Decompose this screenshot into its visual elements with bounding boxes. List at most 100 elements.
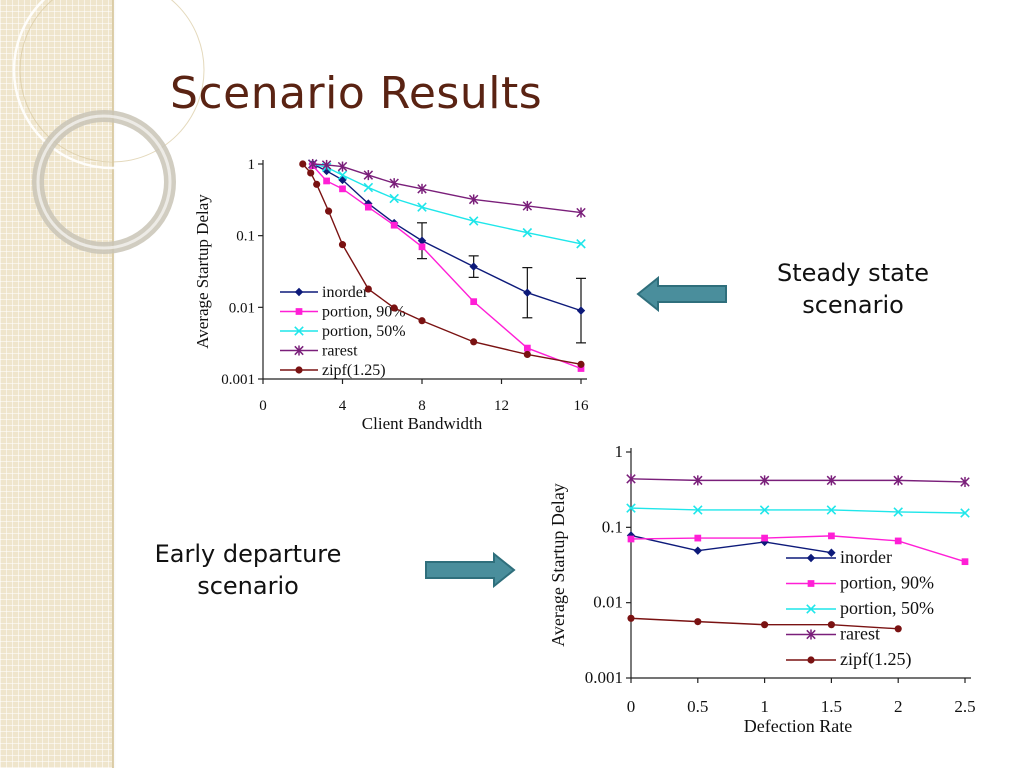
sidebar-shadow xyxy=(112,0,116,768)
data-point xyxy=(626,503,636,513)
data-point xyxy=(960,508,970,518)
data-point xyxy=(364,203,372,211)
legend-label: inorder xyxy=(322,284,369,301)
x-tick-label: 2.5 xyxy=(954,697,975,716)
y-axis-label: Average Startup Delay xyxy=(193,194,212,349)
data-point xyxy=(389,178,399,189)
data-point xyxy=(828,532,835,540)
legend: inorder portion, 90% portion, 50% rarest zip… xyxy=(786,547,934,670)
data-point xyxy=(468,216,479,226)
data-point xyxy=(468,194,479,205)
legend-marker xyxy=(294,345,304,356)
y-tick-label: 0.001 xyxy=(585,668,623,687)
data-point xyxy=(523,344,531,352)
data-point xyxy=(894,537,902,545)
y-tick-label: 0.001 xyxy=(221,372,255,388)
data-point xyxy=(522,227,533,238)
caption-early-line2: scenario xyxy=(197,572,299,601)
legend-label: portion, 50% xyxy=(322,323,406,340)
data-point xyxy=(577,360,585,368)
x-tick-label: 0 xyxy=(259,398,267,414)
data-point xyxy=(363,182,374,193)
data-point xyxy=(389,193,399,204)
legend-label: portion, 50% xyxy=(840,598,934,618)
data-point xyxy=(627,614,635,622)
data-point xyxy=(337,161,348,172)
legend-label: inorder xyxy=(840,547,892,567)
data-point xyxy=(321,159,332,170)
x-tick-label: 1.5 xyxy=(821,697,842,716)
series-zipf-1-25- xyxy=(299,160,585,368)
data-point xyxy=(694,534,702,542)
data-point xyxy=(826,505,837,515)
data-point xyxy=(338,241,347,249)
data-point xyxy=(418,243,426,251)
x-tick-label: 16 xyxy=(574,398,590,414)
y-tick-label: 0.01 xyxy=(593,593,623,612)
legend-label: portion, 90% xyxy=(840,573,934,593)
x-tick-label: 0.5 xyxy=(687,697,708,716)
data-point xyxy=(761,621,769,629)
x-tick-label: 2 xyxy=(894,697,903,716)
data-point xyxy=(417,236,427,245)
data-point xyxy=(299,160,307,168)
y-tick-label: 0.1 xyxy=(602,517,623,536)
legend-label: rarest xyxy=(840,624,880,644)
data-point xyxy=(761,534,768,542)
x-tick-label: 4 xyxy=(339,398,347,414)
data-point xyxy=(469,262,478,271)
data-point xyxy=(307,169,315,177)
legend-marker xyxy=(295,366,303,374)
data-point xyxy=(339,185,346,193)
data-point xyxy=(364,285,372,293)
slide-title: Scenario Results xyxy=(170,68,543,119)
series-portion-90- xyxy=(627,532,969,566)
series-rarest xyxy=(307,158,586,218)
x-tick-label: 8 xyxy=(418,398,426,414)
x-tick-label: 0 xyxy=(627,697,636,716)
data-point xyxy=(693,475,703,486)
legend-marker xyxy=(806,553,816,563)
series-rarest xyxy=(626,473,970,488)
decorative-rings xyxy=(12,0,212,254)
legend-marker xyxy=(807,656,815,664)
caption-steady-line1: Steady state xyxy=(777,259,929,287)
data-point xyxy=(961,558,969,566)
legend-label: zipf(1.25) xyxy=(322,362,386,379)
x-tick-label: 1 xyxy=(760,697,769,716)
data-point xyxy=(693,546,702,555)
data-point xyxy=(960,476,970,488)
series-line xyxy=(630,535,966,563)
legend-marker xyxy=(807,580,815,587)
y-tick-label: 0.01 xyxy=(229,300,255,316)
data-point xyxy=(577,365,585,372)
series-inorder xyxy=(626,531,836,557)
data-point xyxy=(759,505,770,515)
data-point xyxy=(323,177,330,185)
data-point xyxy=(418,317,426,325)
data-point xyxy=(626,531,636,540)
series-portion-50- xyxy=(307,159,586,249)
data-point xyxy=(470,338,478,346)
x-axis-label: Defection Rate xyxy=(744,716,852,736)
data-point xyxy=(523,288,532,297)
caption-early-line1: Early departure xyxy=(154,540,342,568)
series-line xyxy=(630,507,966,514)
series-portion-50- xyxy=(626,503,970,518)
data-point xyxy=(576,239,586,249)
series-line xyxy=(630,534,832,554)
x-tick-label: 12 xyxy=(494,398,509,414)
axes: 0.001 0.01 0.1 1 0 0.5 1 1.5 2 2.5 Defection Rate A… xyxy=(548,442,976,736)
data-point xyxy=(827,548,836,557)
legend-marker xyxy=(806,604,816,614)
legend-label: rarest xyxy=(322,343,358,360)
x-axis-label: Client Bandwidth xyxy=(362,414,483,433)
data-point xyxy=(894,625,902,633)
data-point xyxy=(417,202,427,212)
y-tick-label: 0.1 xyxy=(236,229,255,245)
legend-marker xyxy=(295,308,303,315)
caption-steady-line2: scenario xyxy=(802,291,904,320)
series-zipf-1-25- xyxy=(627,614,902,633)
legend: inorder portion, 90% portion, 50% rarest zip… xyxy=(280,284,406,379)
data-point xyxy=(470,298,478,306)
